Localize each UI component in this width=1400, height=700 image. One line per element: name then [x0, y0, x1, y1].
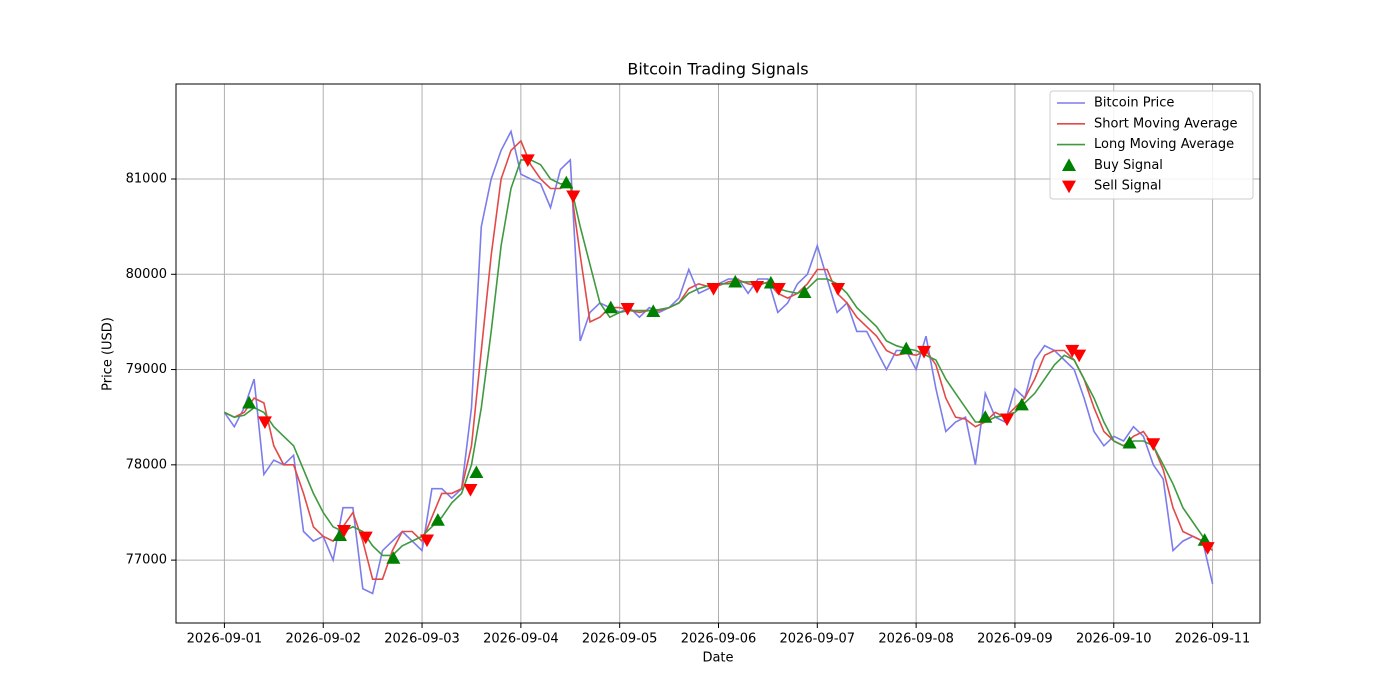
signal-marker: [419, 534, 434, 548]
y-tick-label: 77000: [126, 553, 167, 568]
legend-label: Short Moving Average: [1094, 116, 1238, 131]
x-tick-label: 2026-09-10: [1076, 632, 1152, 647]
legend-label: Sell Signal: [1094, 179, 1162, 194]
signal-marker: [917, 345, 932, 359]
signal-marker: [463, 484, 478, 497]
signal-marker: [566, 190, 581, 204]
x-tick-label: 2026-09-05: [582, 632, 658, 647]
signal-marker: [1146, 438, 1161, 451]
legend-swatch: [1062, 158, 1076, 171]
y-tick-label: 79000: [126, 362, 167, 377]
signal-marker: [978, 410, 993, 423]
x-tick-label: 2026-09-01: [187, 632, 263, 647]
signal-marker: [430, 513, 445, 526]
x-tick-label: 2026-09-08: [878, 632, 954, 647]
signal-marker: [797, 285, 812, 298]
signal-marker: [1065, 344, 1080, 358]
signal-marker: [1072, 349, 1087, 363]
x-tick-label: 2026-09-03: [384, 632, 460, 647]
signal-marker: [1014, 397, 1029, 411]
x-tick-label: 2026-09-06: [681, 632, 757, 647]
signal-marker: [386, 551, 401, 564]
signal-marker: [646, 304, 661, 318]
grid: [176, 84, 1260, 623]
legend: Bitcoin Price Short Moving Average Long Mo…: [1049, 90, 1254, 200]
signal-marker: [1000, 413, 1015, 427]
legend-label: Long Moving Average: [1094, 137, 1234, 152]
signal-marker: [469, 465, 484, 479]
x-tick-label: 2026-09-09: [977, 632, 1053, 647]
signal-marker: [831, 282, 846, 296]
legend-label: Buy Signal: [1094, 158, 1163, 173]
signal-marker: [559, 175, 574, 189]
x-tick-label: 2026-09-04: [483, 632, 559, 647]
signal-marker: [728, 274, 743, 288]
signal-marker: [1200, 542, 1215, 555]
signal-marker: [358, 531, 373, 545]
signal-marker: [620, 302, 635, 316]
signal-marker: [771, 282, 786, 296]
y-tick-label: 78000: [126, 457, 167, 472]
signal-marker: [1122, 435, 1137, 449]
y-tick-label: 81000: [126, 171, 167, 186]
signal-marker: [257, 416, 272, 429]
signal-marker: [520, 154, 535, 167]
plot-area: [223, 129, 1215, 595]
signal-marker: [336, 524, 351, 538]
signal-marker: [750, 281, 765, 294]
plot-frame: [175, 83, 1261, 624]
x-tick-label: 2026-09-07: [780, 632, 856, 647]
legend-label: Bitcoin Price: [1094, 96, 1174, 111]
signal-marker: [899, 341, 914, 355]
chart-title: Bitcoin Trading Signals: [627, 60, 808, 79]
legend-swatch: [1062, 180, 1076, 194]
y-axis-label: Price (USD): [101, 317, 116, 391]
signal-marker: [242, 395, 257, 409]
x-tick-label: 2026-09-02: [285, 632, 361, 647]
legend-box: [1049, 90, 1254, 200]
x-axis-label: Date: [702, 651, 733, 666]
y-tick-label: 80000: [126, 267, 167, 282]
x-tick-label: 2026-09-11: [1175, 632, 1251, 647]
signal-marker: [333, 528, 348, 541]
signal-marker: [706, 282, 721, 296]
signal-marker: [603, 300, 618, 314]
